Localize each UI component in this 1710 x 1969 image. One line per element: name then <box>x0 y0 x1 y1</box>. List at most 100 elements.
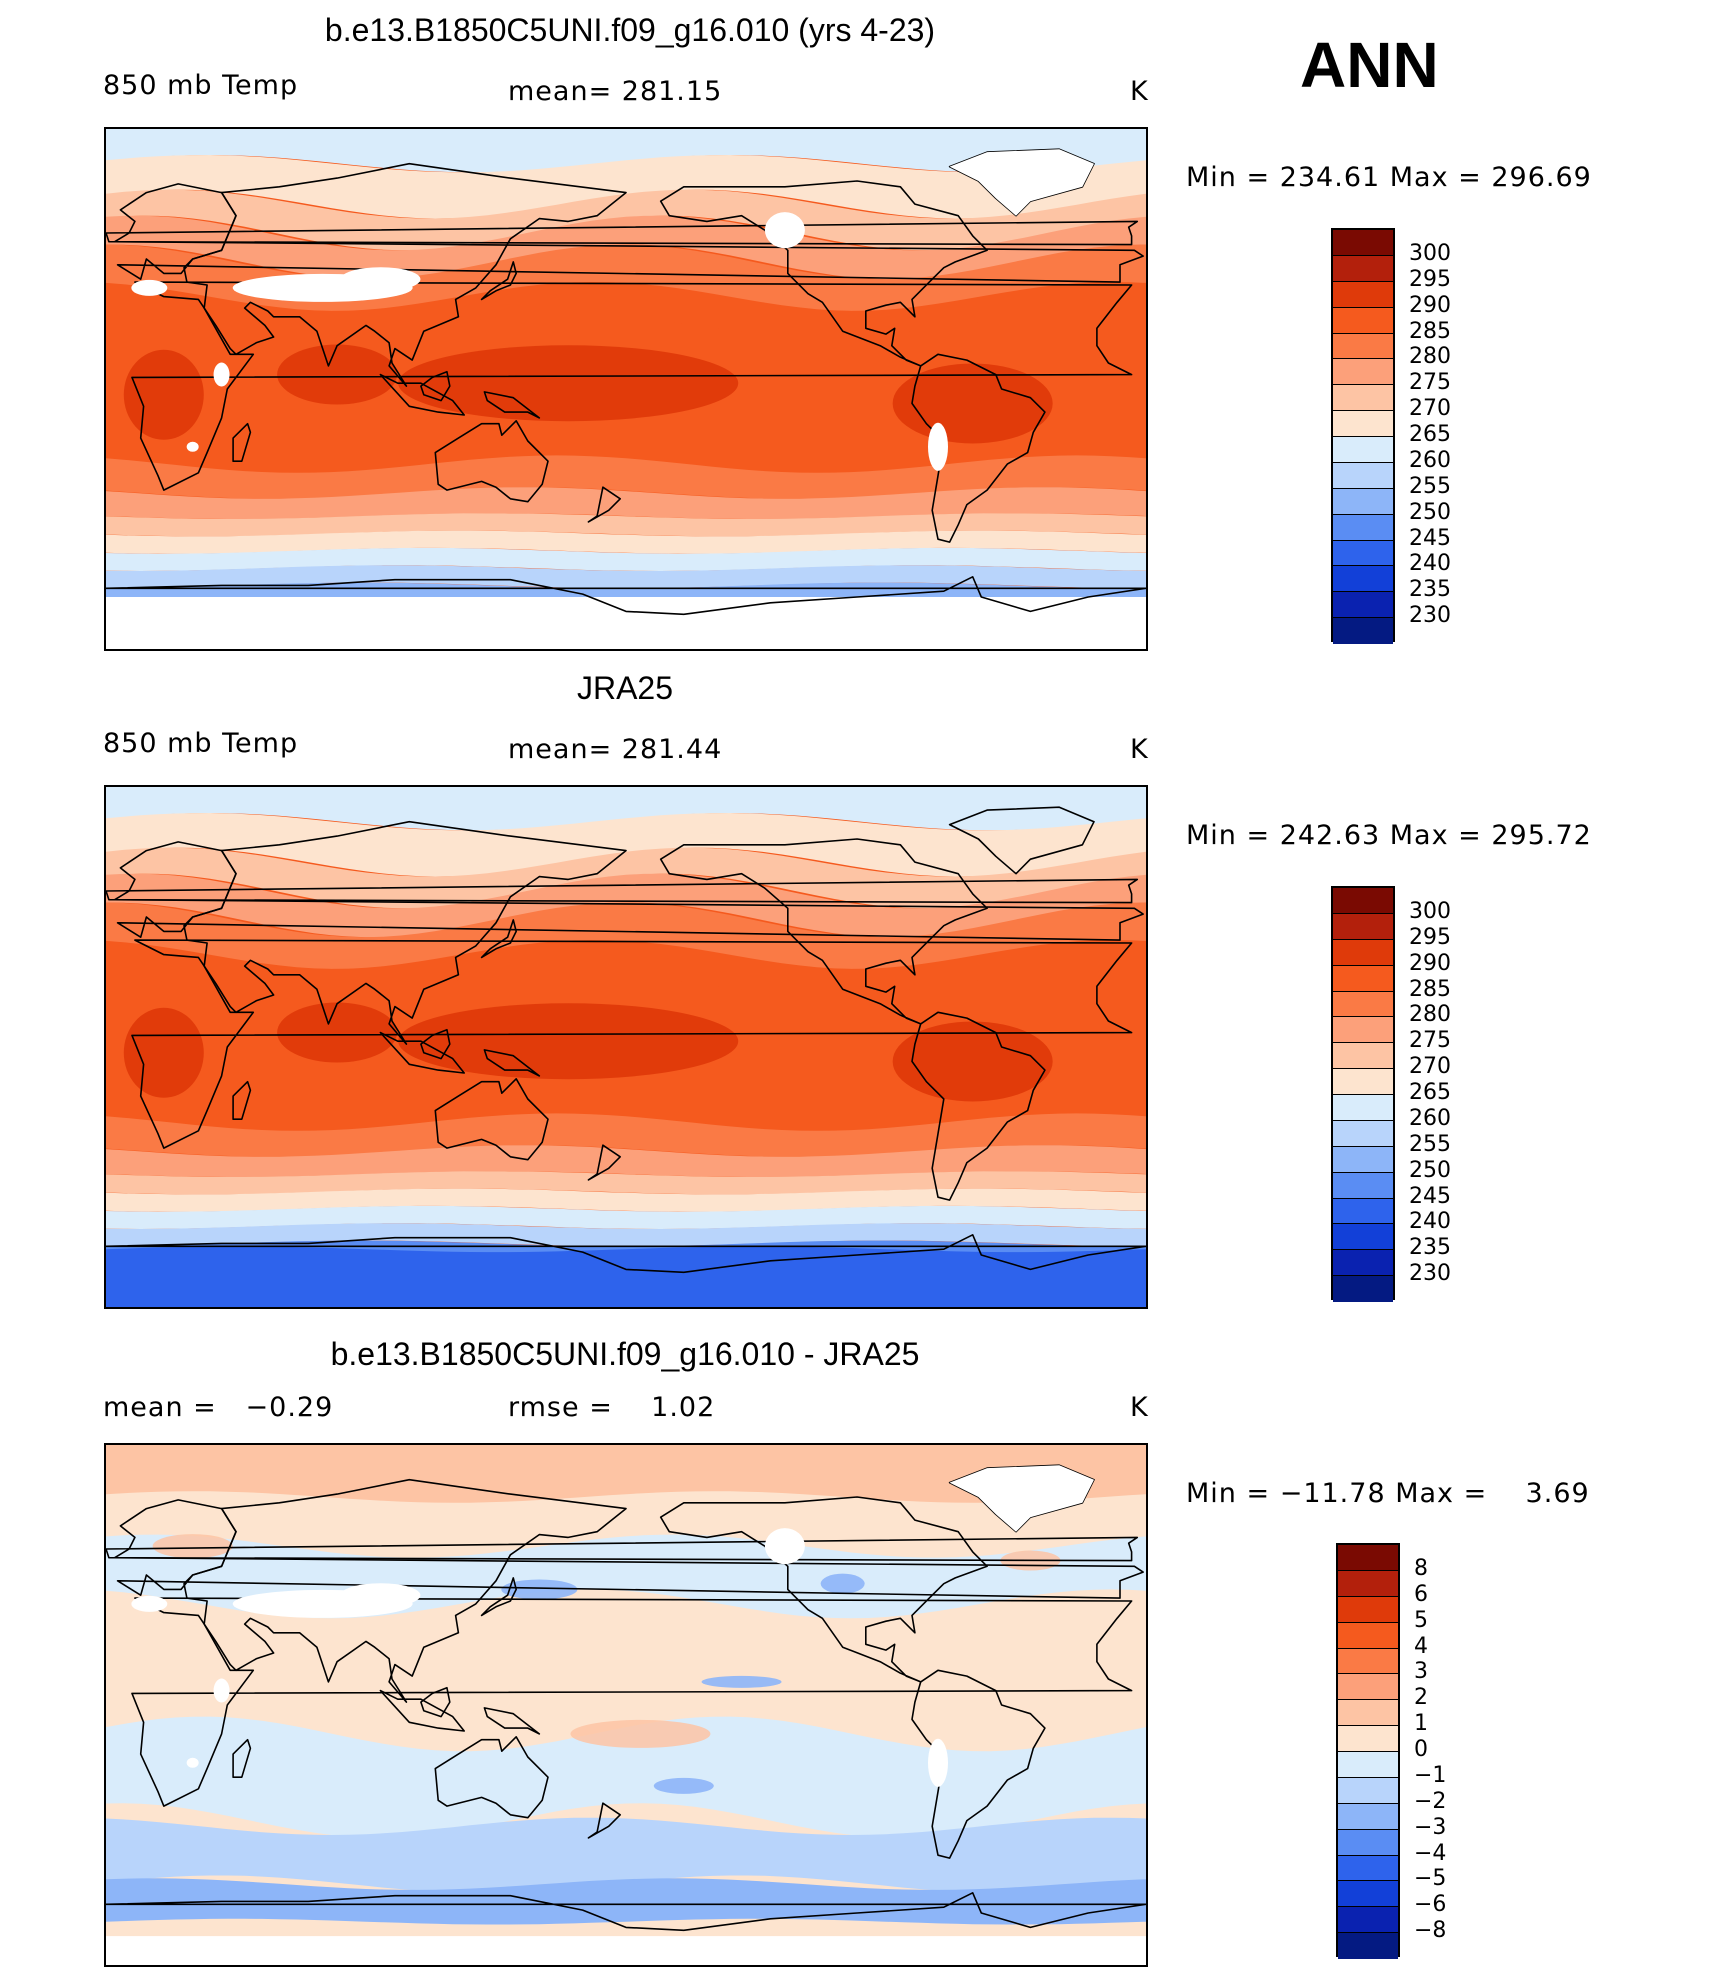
colorbar-model <box>1331 228 1395 644</box>
panel-units-obs: K <box>1130 734 1149 765</box>
colorbar-swatch <box>1338 1726 1398 1752</box>
colorbar-swatch <box>1333 255 1393 282</box>
colorbar-swatch <box>1333 618 1393 644</box>
colorbar-tick-label: 295 <box>1409 266 1451 292</box>
colorbar-tick-label: 260 <box>1409 1105 1451 1131</box>
colorbar-tick-label: 6 <box>1414 1581 1428 1607</box>
colorbar-tick-label: 250 <box>1409 499 1451 525</box>
colorbar-swatch <box>1333 307 1393 334</box>
colorbar-tick-label: −8 <box>1414 1918 1447 1944</box>
colorbar-swatch <box>1333 1224 1393 1251</box>
panel-title-model: b.e13.B1850C5UNI.f09_g16.010 (yrs 4-23) <box>324 12 936 48</box>
colorbar-tick-label: 245 <box>1409 1183 1451 1209</box>
colorbar-swatch <box>1338 1777 1398 1804</box>
colorbar-swatch <box>1338 1674 1398 1701</box>
colorbar-swatch <box>1338 1570 1398 1597</box>
colorbar-tick-label: 270 <box>1409 396 1451 422</box>
panel-units-model: K <box>1130 76 1149 107</box>
colorbar-tick-label: 285 <box>1409 976 1451 1002</box>
colorbar-swatch <box>1333 566 1393 593</box>
colorbar-tick-label: 230 <box>1409 603 1451 629</box>
colorbar-swatch <box>1333 281 1393 308</box>
colorbar-swatch <box>1333 230 1393 256</box>
panel-units-diff: K <box>1130 1392 1149 1423</box>
colorbar-tick-label: 275 <box>1409 1028 1451 1054</box>
colorbar-swatch <box>1333 939 1393 966</box>
panel-left-label-model: 850 mb Temp <box>103 70 299 101</box>
colorbar-swatch <box>1338 1622 1398 1649</box>
colorbar-tick-label: 235 <box>1409 1235 1451 1261</box>
colorbar-tick-label: 245 <box>1409 525 1451 551</box>
panel-title-obs: JRA25 <box>576 670 674 706</box>
colorbar-swatch <box>1333 592 1393 619</box>
colorbar-tick-label: 2 <box>1414 1685 1428 1711</box>
colorbar-swatch <box>1333 385 1393 412</box>
colorbar-tick-label: 5 <box>1414 1607 1428 1633</box>
colorbar-tick-label: 300 <box>1409 240 1451 266</box>
colorbar-swatch <box>1338 1648 1398 1675</box>
colorbar-swatch <box>1333 514 1393 541</box>
colorbar-tick-label: 8 <box>1414 1555 1428 1581</box>
colorbar-swatch <box>1333 1043 1393 1070</box>
colorbar-tick-label: −1 <box>1414 1762 1447 1788</box>
colorbar-swatch <box>1333 540 1393 567</box>
panel-center-label-obs: mean= 281.44 <box>508 734 723 765</box>
colorbar-tick-label: 265 <box>1409 422 1451 447</box>
colorbar-swatch <box>1338 1545 1398 1571</box>
map-obs-temperature <box>104 785 1148 1309</box>
colorbar-tick-label: −5 <box>1414 1866 1447 1892</box>
minmax-model: Min = 234.61 Max = 296.69 <box>1186 162 1592 193</box>
colorbar-swatch <box>1333 888 1393 914</box>
colorbar-swatch <box>1333 1017 1393 1044</box>
panel-left-label-obs: 850 mb Temp <box>103 728 299 759</box>
colorbar-swatch <box>1333 1172 1393 1199</box>
minmax-obs: Min = 242.63 Max = 295.72 <box>1186 820 1592 851</box>
colorbar-swatch <box>1333 1276 1393 1302</box>
colorbar-swatch <box>1333 462 1393 489</box>
colorbar-tick-label: 3 <box>1414 1659 1428 1685</box>
colorbar-tick-label: 250 <box>1409 1157 1451 1183</box>
colorbar-swatch <box>1333 1198 1393 1225</box>
colorbar-swatch <box>1338 1803 1398 1830</box>
minmax-diff: Min = −11.78 Max = 3.69 <box>1186 1478 1590 1509</box>
colorbar-swatch <box>1333 359 1393 386</box>
panel-title-diff: b.e13.B1850C5UNI.f09_g16.010 - JRA25 <box>330 1336 920 1372</box>
colorbar-swatch <box>1333 1069 1393 1095</box>
colorbar-swatch <box>1338 1933 1398 1959</box>
colorbar-swatch <box>1338 1829 1398 1856</box>
panel-center-label-diff: rmse = 1.02 <box>508 1392 716 1423</box>
colorbar-swatch <box>1338 1752 1398 1778</box>
season-label: ANN <box>1300 29 1439 101</box>
colorbar-tick-label: −3 <box>1414 1814 1447 1840</box>
colorbar-tick-label: 280 <box>1409 344 1451 370</box>
colorbar-tick-label: 285 <box>1409 318 1451 344</box>
panel-left-label-diff: mean = −0.29 <box>103 1392 334 1423</box>
colorbar-swatch <box>1333 1120 1393 1147</box>
colorbar-tick-label: 0 <box>1414 1737 1428 1762</box>
colorbar-swatch <box>1338 1700 1398 1727</box>
colorbar-swatch <box>1333 333 1393 360</box>
colorbar-swatch <box>1338 1881 1398 1908</box>
colorbar-swatch <box>1333 991 1393 1018</box>
colorbar-swatch <box>1333 411 1393 437</box>
colorbar-tick-label: 240 <box>1409 1209 1451 1235</box>
colorbar-swatch <box>1333 1095 1393 1121</box>
colorbar-tick-label: 255 <box>1409 473 1451 499</box>
colorbar-swatch <box>1333 437 1393 463</box>
map-difference <box>104 1443 1148 1967</box>
colorbar-swatch <box>1333 1146 1393 1173</box>
colorbar-swatch <box>1338 1855 1398 1882</box>
colorbar-tick-label: 4 <box>1414 1633 1428 1659</box>
colorbar-diff <box>1336 1543 1400 1959</box>
colorbar-tick-label: −6 <box>1414 1892 1447 1918</box>
colorbar-swatch <box>1333 965 1393 992</box>
colorbar-swatch <box>1333 1250 1393 1277</box>
colorbar-swatch <box>1333 488 1393 515</box>
colorbar-tick-label: 300 <box>1409 898 1451 924</box>
colorbar-tick-label: 260 <box>1409 447 1451 473</box>
colorbar-tick-label: 290 <box>1409 292 1451 318</box>
colorbar-tick-label: 280 <box>1409 1002 1451 1028</box>
colorbar-swatch <box>1333 913 1393 940</box>
colorbar-tick-label: 1 <box>1414 1711 1428 1737</box>
map-model-temperature <box>104 127 1148 651</box>
